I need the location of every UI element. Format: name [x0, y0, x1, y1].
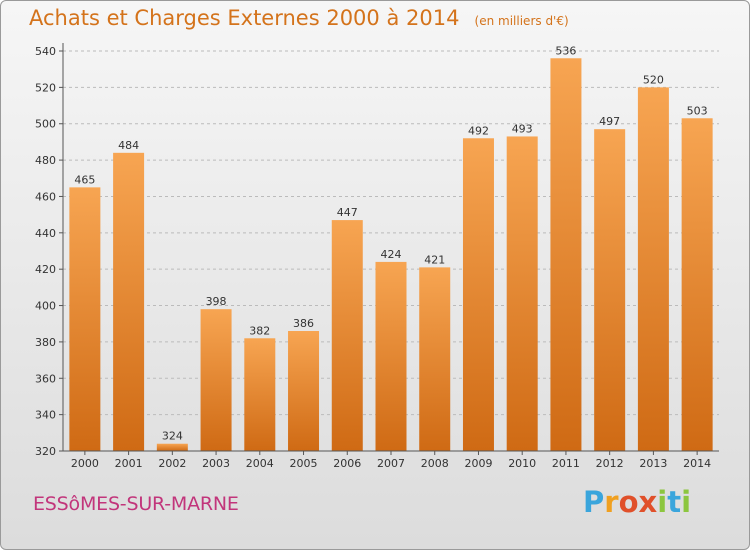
logo-letter: P [583, 485, 605, 519]
bars [69, 58, 713, 452]
x-tick-label-2013: 2013 [639, 457, 667, 470]
data-label-2014: 503 [687, 104, 708, 117]
x-tick-label-2001: 2001 [115, 457, 143, 470]
bar-2004 [244, 338, 276, 451]
bar-2011 [550, 58, 582, 451]
logo-letter: t [667, 485, 682, 519]
bar-2012 [594, 129, 626, 451]
axes [59, 43, 719, 455]
x-tick-label-2002: 2002 [158, 457, 186, 470]
data-label-2003: 398 [206, 295, 227, 308]
data-label-2008: 421 [424, 253, 445, 266]
logo-letter: r [604, 485, 619, 519]
bar-2000 [69, 187, 101, 451]
bar-2014 [681, 118, 713, 451]
x-tick-label-2010: 2010 [508, 457, 536, 470]
bar-2005 [288, 331, 320, 451]
bar-2010 [506, 136, 538, 452]
x-tick-label-2009: 2009 [464, 457, 492, 470]
x-tick-label-2005: 2005 [290, 457, 318, 470]
data-label-2007: 424 [381, 248, 402, 261]
logo-letter: o [618, 485, 639, 519]
y-tick-label: 440 [35, 227, 56, 240]
x-tick-label-2004: 2004 [246, 457, 274, 470]
data-label-2001: 484 [118, 139, 139, 152]
chart-title: Achats et Charges Externes 2000 à 2014 [29, 6, 460, 30]
x-tick-label-2008: 2008 [421, 457, 449, 470]
data-label-2004: 382 [249, 324, 270, 337]
logo-letter: i [681, 485, 692, 519]
x-tick-label-2014: 2014 [683, 457, 711, 470]
y-tick-label: 360 [35, 372, 56, 385]
y-tick-label: 320 [35, 445, 56, 458]
bar-2013 [637, 87, 669, 451]
data-label-2005: 386 [293, 317, 314, 330]
data-label-2000: 465 [74, 173, 95, 186]
data-label-2012: 497 [599, 115, 620, 128]
chart-unit: (en milliers d'€) [474, 14, 569, 28]
y-tick-label: 480 [35, 154, 56, 167]
x-tick-label-2000: 2000 [71, 457, 99, 470]
x-tick-label-2011: 2011 [552, 457, 580, 470]
data-label-2010: 493 [512, 122, 533, 135]
bar-2007 [375, 261, 407, 451]
y-tick-label: 460 [35, 190, 56, 203]
x-tick-label-2012: 2012 [596, 457, 624, 470]
data-label-2013: 520 [643, 73, 664, 86]
labels: 320 340 360 380 400 420 440 460 480 500 520 540 465 2… [35, 44, 711, 470]
proxiti-logo[interactable]: Proxiti [583, 485, 691, 519]
bar-2002 [156, 443, 188, 451]
data-label-2002: 324 [162, 430, 183, 443]
y-tick-label: 400 [35, 300, 56, 313]
logo-letter: i [657, 485, 668, 519]
y-tick-label: 520 [35, 81, 56, 94]
commune-name: ESSôMES-SUR-MARNE [33, 493, 239, 515]
data-label-2011: 536 [555, 44, 576, 57]
y-tick-label: 540 [35, 45, 56, 58]
x-tick-label-2007: 2007 [377, 457, 405, 470]
data-label-2009: 492 [468, 124, 489, 137]
title-row: Achats et Charges Externes 2000 à 2014 (… [29, 6, 569, 30]
bar-2001 [113, 152, 145, 451]
y-tick-label: 500 [35, 118, 56, 131]
x-tick-label-2006: 2006 [333, 457, 361, 470]
bar-2008 [419, 267, 451, 451]
bar-2003 [200, 309, 232, 451]
data-label-2006: 447 [337, 206, 358, 219]
y-tick-label: 420 [35, 263, 56, 276]
y-tick-label: 340 [35, 409, 56, 422]
x-tick-label-2003: 2003 [202, 457, 230, 470]
y-tick-label: 380 [35, 336, 56, 349]
logo-letter: x [638, 485, 658, 519]
bar-2006 [331, 220, 363, 451]
bar-2009 [462, 138, 494, 452]
